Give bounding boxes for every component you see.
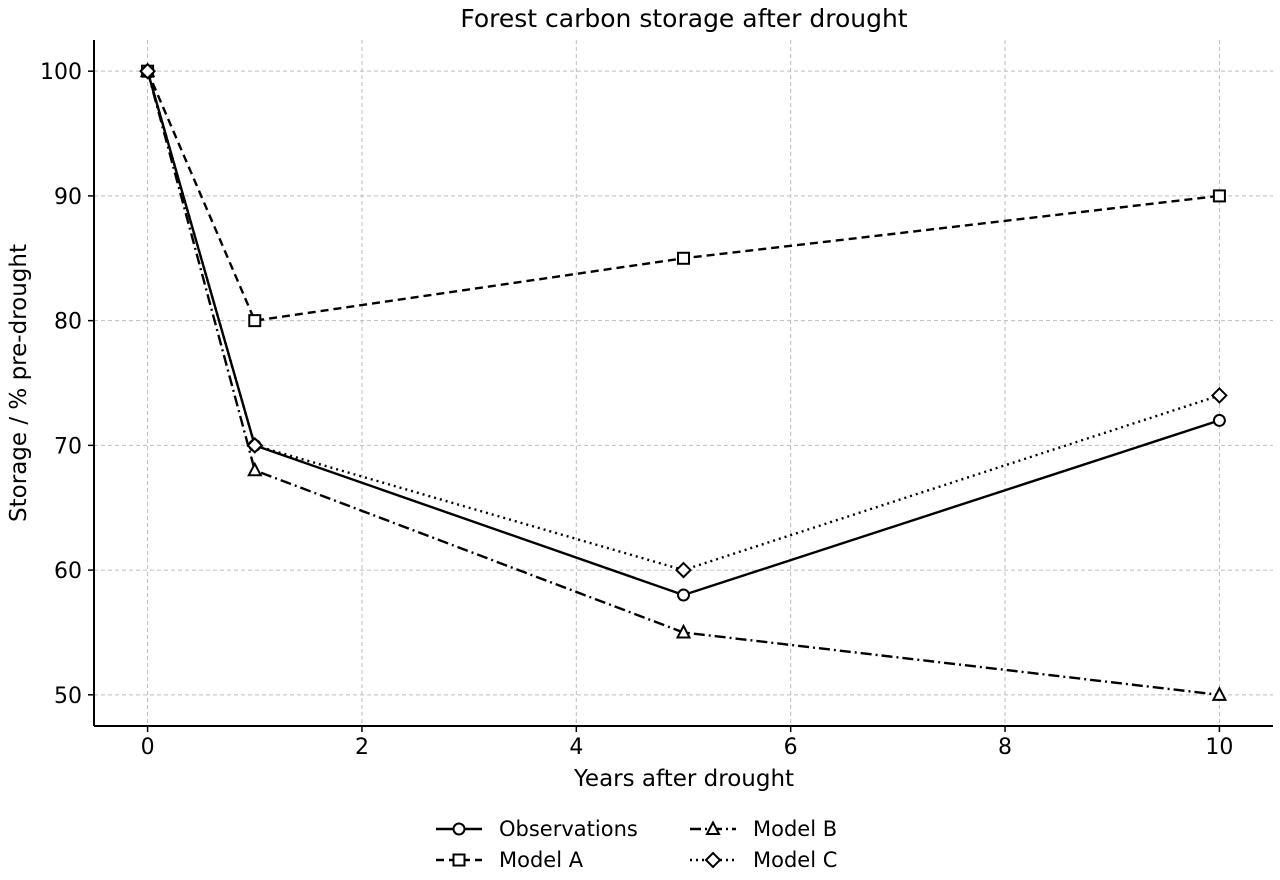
data-point-model-b xyxy=(675,623,692,639)
data-point-model-a xyxy=(248,314,262,328)
series-model-c xyxy=(139,62,1228,579)
data-point-observations xyxy=(677,588,690,602)
grid xyxy=(94,40,1273,726)
series-line-model-a xyxy=(146,70,1220,322)
x-ticks: 0 2 4 6 8 10 xyxy=(141,726,1233,760)
series-line-observations xyxy=(146,70,1220,597)
data-point-model-b xyxy=(247,461,263,477)
x-axis-label: Years after drought xyxy=(573,766,794,792)
y-ticks: 50 60 70 80 90 100 xyxy=(40,60,94,709)
y-tick-label: 70 xyxy=(54,434,82,459)
legend-item-model-c: Model C xyxy=(690,848,837,872)
x-tick-label: 6 xyxy=(784,735,798,760)
data-point-model-b xyxy=(1211,686,1228,701)
legend-label: Model A xyxy=(499,848,584,872)
series xyxy=(139,62,1228,701)
data-point-observations xyxy=(1212,413,1226,427)
data-point-model-c xyxy=(1210,387,1228,404)
legend-label: Model C xyxy=(753,848,837,872)
x-tick-label: 4 xyxy=(569,735,583,760)
legend-marker xyxy=(452,822,466,836)
series-line-model-b xyxy=(146,70,1220,697)
x-tick-label: 8 xyxy=(998,735,1012,760)
data-point-model-c xyxy=(246,436,264,454)
x-tick-label: 0 xyxy=(141,735,155,760)
y-tick-label: 60 xyxy=(54,559,82,584)
legend-label: Model B xyxy=(753,817,837,841)
chart-title: Forest carbon storage after drought xyxy=(460,4,907,33)
legend-label: Observations xyxy=(499,817,638,841)
series-model-b xyxy=(139,62,1228,701)
legend-marker xyxy=(705,820,721,835)
series-line-model-c xyxy=(146,70,1220,572)
legend-item-model-a: Model A xyxy=(436,848,584,872)
x-tick-label: 2 xyxy=(355,735,369,760)
legend: Observations Model A Model B Model C xyxy=(436,817,837,872)
data-point-model-c xyxy=(139,62,157,80)
axes xyxy=(93,40,1273,727)
data-point-model-a xyxy=(677,251,690,265)
legend-marker xyxy=(704,851,722,869)
legend-item-model-b: Model B xyxy=(690,817,837,841)
y-tick-label: 90 xyxy=(54,185,82,210)
y-tick-label: 50 xyxy=(54,684,82,709)
series-observations xyxy=(141,64,1226,602)
y-tick-label: 100 xyxy=(40,60,82,85)
y-tick-label: 80 xyxy=(54,310,82,335)
x-tick-label: 10 xyxy=(1205,735,1233,760)
data-point-model-c xyxy=(675,561,692,579)
y-axis-label: Storage / % pre-drought xyxy=(6,244,32,522)
legend-marker xyxy=(452,853,466,867)
legend-item-observations: Observations xyxy=(436,817,638,841)
data-point-model-a xyxy=(1212,189,1226,203)
